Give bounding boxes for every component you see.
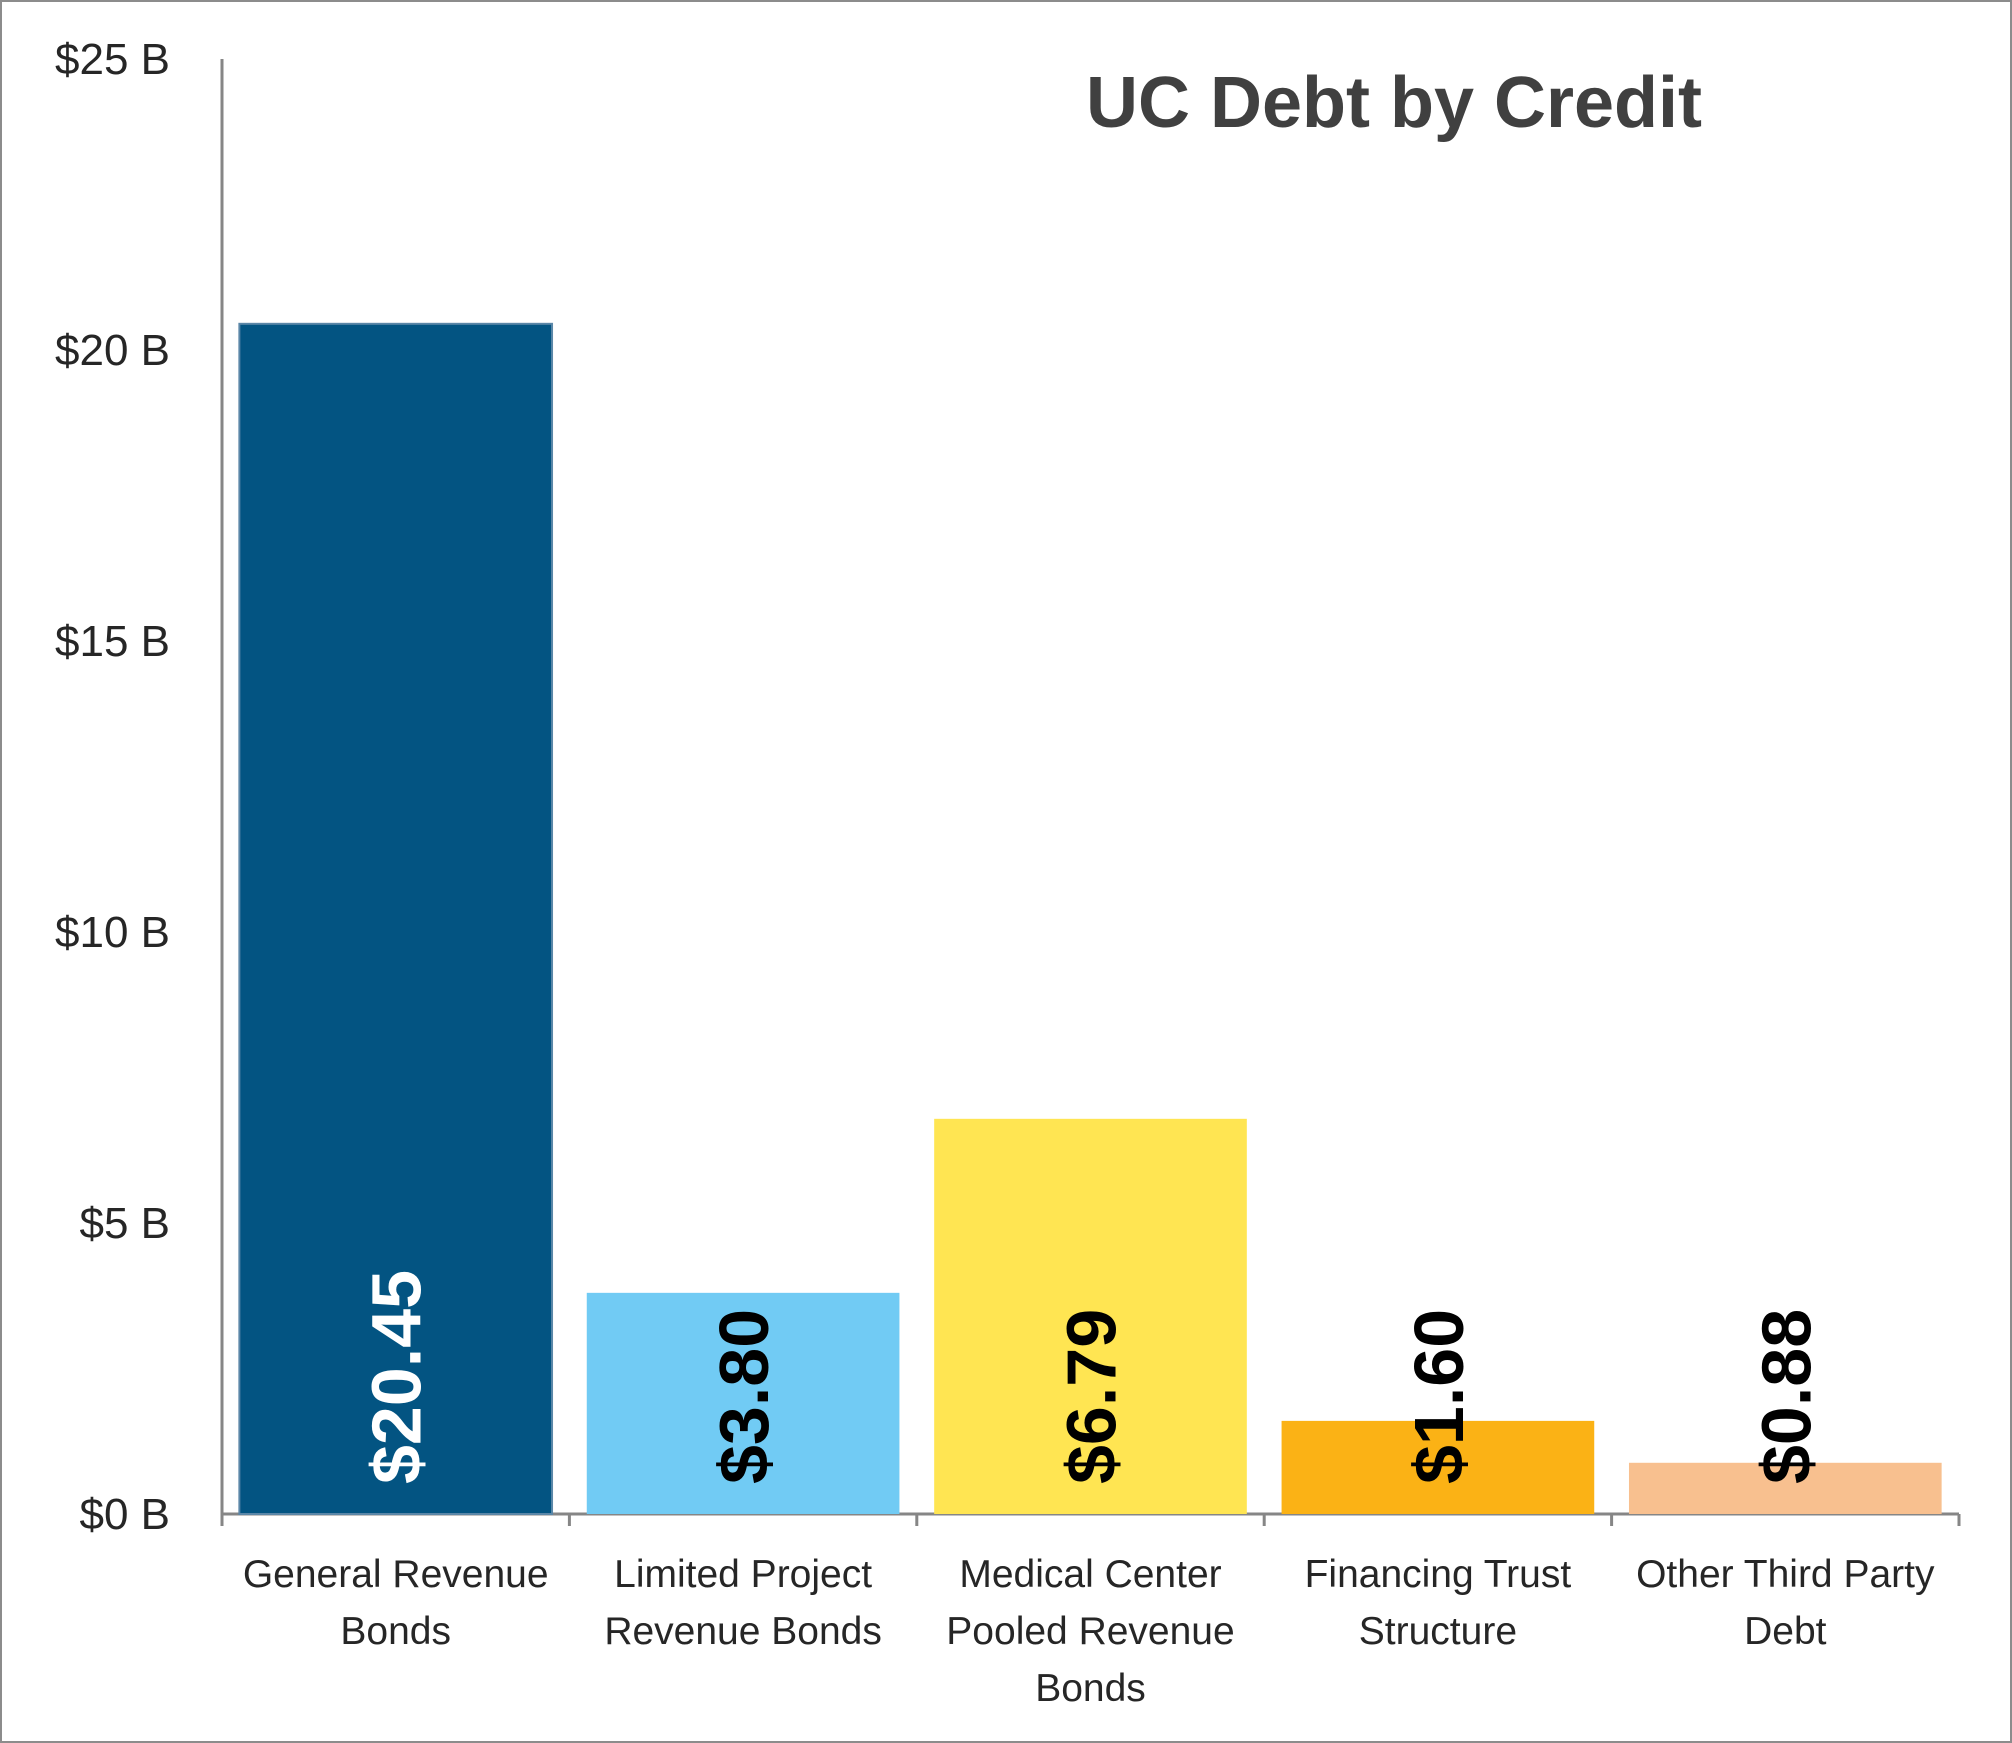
y-tick-label: $20 B — [55, 326, 170, 375]
data-label: $20.45 — [358, 1270, 436, 1484]
y-tick-label: $25 B — [55, 35, 170, 84]
y-tick-label: $0 B — [79, 1490, 170, 1539]
x-category-label: Revenue Bonds — [604, 1610, 882, 1653]
x-category-label: Pooled Revenue — [946, 1610, 1234, 1653]
bar — [586, 1292, 900, 1514]
bar — [1281, 1420, 1595, 1514]
x-category-label: Limited Project — [614, 1553, 872, 1596]
chart-title: UC Debt by Credit — [1086, 63, 1702, 143]
bar — [934, 1118, 1247, 1514]
x-category-label: Medical Center — [959, 1553, 1221, 1596]
axes: $0 B $5 B $10 B $15 B $20 B $25 B General Reve… — [55, 35, 1961, 1710]
x-category-label: Financing Trust — [1305, 1553, 1572, 1596]
y-tick-label: $5 B — [79, 1199, 170, 1248]
x-category-label: General Revenue — [243, 1553, 549, 1596]
x-category-label: Bonds — [1035, 1667, 1146, 1710]
bars — [238, 322, 1942, 1515]
data-labels: $20.45 $3.80 $6.79 $1.60 $0.88 — [358, 1270, 1826, 1484]
bar — [238, 322, 554, 1515]
data-label: $6.79 — [1053, 1309, 1131, 1484]
x-category-label: Structure — [1359, 1610, 1517, 1653]
bar — [1628, 1462, 1942, 1514]
x-category-label: Bonds — [340, 1610, 451, 1653]
y-tick-label: $15 B — [55, 617, 170, 666]
y-tick-label: $10 B — [55, 908, 170, 957]
x-category-label: Other Third Party — [1636, 1553, 1935, 1596]
data-label: $0.88 — [1747, 1309, 1825, 1484]
data-label: $1.60 — [1400, 1309, 1478, 1484]
data-label: $3.80 — [705, 1309, 783, 1484]
x-category-label: Debt — [1744, 1610, 1827, 1653]
